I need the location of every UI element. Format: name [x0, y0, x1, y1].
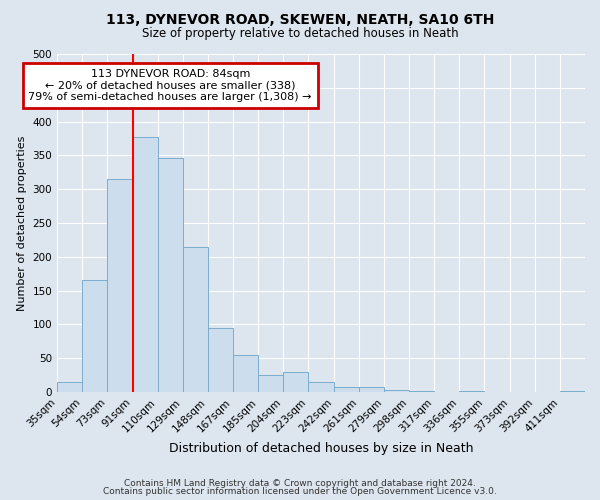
Bar — [82, 280, 107, 392]
Text: 113 DYNEVOR ROAD: 84sqm
← 20% of detached houses are smaller (338)
79% of semi-d: 113 DYNEVOR ROAD: 84sqm ← 20% of detache… — [28, 69, 312, 102]
Text: 113, DYNEVOR ROAD, SKEWEN, NEATH, SA10 6TH: 113, DYNEVOR ROAD, SKEWEN, NEATH, SA10 6… — [106, 12, 494, 26]
Bar — [334, 386, 359, 392]
Y-axis label: Number of detached properties: Number of detached properties — [17, 136, 27, 310]
Bar — [183, 246, 208, 392]
Bar — [233, 355, 258, 392]
Text: Contains HM Land Registry data © Crown copyright and database right 2024.: Contains HM Land Registry data © Crown c… — [124, 478, 476, 488]
Bar — [208, 328, 233, 392]
Bar — [258, 375, 283, 392]
Bar — [359, 387, 384, 392]
Text: Size of property relative to detached houses in Neath: Size of property relative to detached ho… — [142, 28, 458, 40]
Bar — [283, 372, 308, 392]
Bar — [158, 158, 183, 392]
Bar — [107, 179, 133, 392]
Text: Contains public sector information licensed under the Open Government Licence v3: Contains public sector information licen… — [103, 488, 497, 496]
X-axis label: Distribution of detached houses by size in Neath: Distribution of detached houses by size … — [169, 442, 473, 455]
Bar — [308, 382, 334, 392]
Bar — [460, 390, 484, 392]
Bar — [57, 382, 82, 392]
Bar — [133, 137, 158, 392]
Bar — [384, 390, 409, 392]
